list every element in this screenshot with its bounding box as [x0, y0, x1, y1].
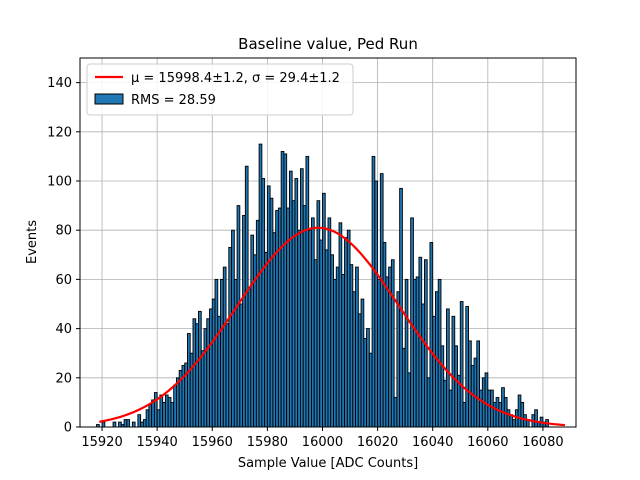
x-tick-label: 16000	[302, 435, 343, 450]
x-tick-label: 16060	[467, 435, 508, 450]
y-axis-label: Events	[25, 220, 40, 264]
x-tick-label: 15920	[81, 435, 122, 450]
legend-box	[86, 63, 354, 116]
x-tick-label: 15960	[192, 435, 233, 450]
x-tick-label: 15940	[136, 435, 177, 450]
y-tick-label: 100	[47, 175, 72, 190]
histogram-bar	[112, 421, 117, 428]
x-tick-label: 16040	[412, 435, 453, 450]
x-tick-label: 15980	[247, 435, 288, 450]
gaussian-fit-line	[99, 226, 566, 427]
legend-rms-swatch	[94, 93, 124, 105]
histogram-bar	[131, 421, 136, 428]
histogram-bar	[126, 419, 131, 428]
axes-frame	[79, 57, 577, 428]
histogram-bar	[101, 421, 106, 428]
x-tick-label: 16020	[357, 435, 398, 450]
y-axis-ticks: 0 20 40 60 80 100 120 140	[47, 76, 80, 436]
x-axis-label: Sample Value [ADC Counts]	[238, 456, 418, 471]
x-axis-ticks: 15920 15940 15960 15980 16000 16020 16040 16060…	[81, 427, 564, 450]
y-tick-label: 80	[55, 224, 72, 239]
x-tick-label: 16080	[522, 435, 563, 450]
y-tick-label: 60	[55, 273, 72, 288]
y-tick-label: 140	[47, 76, 72, 91]
legend: μ = 15998.4±1.2, σ = 29.4±1.2 RMS = 28.5…	[86, 63, 354, 116]
legend-rms-label: RMS = 28.59	[131, 93, 216, 108]
chart-title: Baseline value, Ped Run	[238, 35, 418, 53]
y-tick-label: 120	[47, 125, 72, 140]
legend-fit-label: μ = 15998.4±1.2, σ = 29.4±1.2	[131, 71, 340, 86]
y-tick-label: 20	[55, 371, 72, 386]
y-tick-label: 0	[64, 421, 72, 436]
y-tick-label: 40	[55, 322, 72, 337]
